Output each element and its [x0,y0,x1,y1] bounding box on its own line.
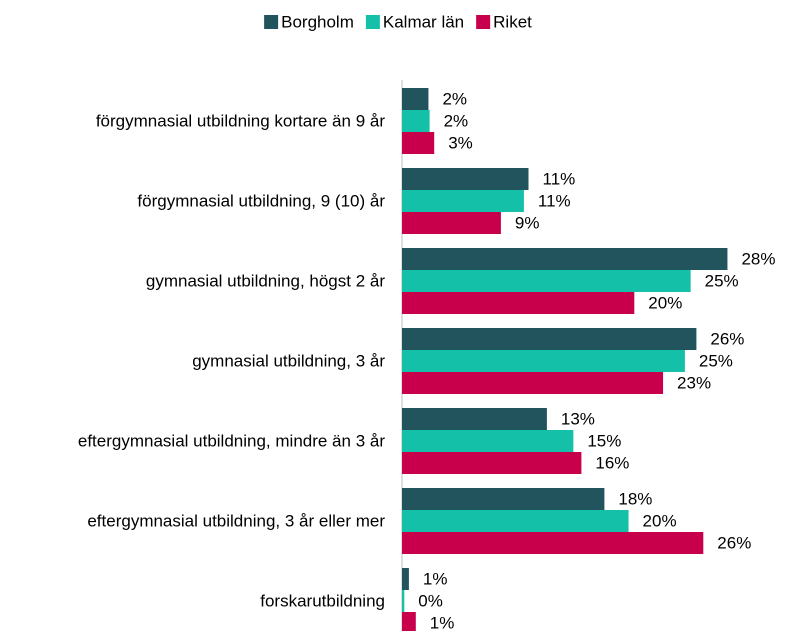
category-label: eftergymnasial utbildning, 3 år eller me… [0,511,385,532]
data-label: 3% [448,133,473,152]
category-text: gymnasial utbildning, högst 2 år [145,271,385,291]
bar [402,110,430,132]
bar [402,452,582,474]
category-label: förgymnasial utbildning, 9 (10) år [0,191,385,212]
bar [402,168,529,190]
data-label: 23% [677,373,711,392]
bar [402,408,547,430]
legend-swatch [264,15,279,29]
data-label: 20% [643,511,677,530]
bar [402,190,524,212]
legend-label: Riket [493,12,532,31]
legend-label: Kalmar län [383,12,464,31]
bar [402,372,664,394]
bar [402,532,704,554]
bar [402,350,685,372]
data-label: 11% [543,169,576,188]
category-text: förgymnasial utbildning kortare än 9 år [95,111,385,131]
data-label: 1% [423,569,448,588]
category-text: gymnasial utbildning, 3 år [192,351,385,371]
data-label: 2% [444,111,469,130]
category-label: forskarutbildning [0,591,385,612]
bar [402,248,728,270]
bar [402,270,691,292]
category-text: forskarutbildning [260,591,385,611]
data-label: 28% [741,249,775,268]
bar [402,328,697,350]
data-label: 25% [705,271,739,290]
bar [402,612,416,631]
data-label: 18% [618,489,652,508]
bar [402,590,405,612]
data-label: 2% [442,89,467,108]
data-label: 20% [648,293,682,312]
data-label: 9% [515,213,540,232]
data-label: 26% [710,329,744,348]
category-text: eftergymnasial utbildning, mindre än 3 å… [77,431,385,451]
bar [402,212,501,234]
data-label: 13% [561,409,595,428]
category-label: eftergymnasial utbildning, mindre än 3 å… [0,431,385,452]
data-label: 26% [717,533,751,552]
legend-swatch [365,15,380,29]
bar [402,430,574,452]
data-label: 11% [538,191,571,210]
bar [402,292,635,314]
category-text: förgymnasial utbildning, 9 (10) år [137,191,385,211]
category-label: gymnasial utbildning, högst 2 år [0,271,385,292]
bar [402,510,629,532]
data-label: 1% [430,613,455,631]
data-label: 16% [595,453,629,472]
bar [402,488,605,510]
category-text: eftergymnasial utbildning, 3 år eller me… [87,511,385,531]
data-label: 0% [418,591,443,610]
category-label: förgymnasial utbildning kortare än 9 år [0,111,385,132]
data-label: 15% [587,431,621,450]
data-label: 25% [699,351,733,370]
bar [402,568,409,590]
category-label: gymnasial utbildning, 3 år [0,351,385,372]
bar [402,88,429,110]
legend-label: Borgholm [281,12,354,31]
bar [402,132,435,154]
legend-swatch [476,15,491,29]
